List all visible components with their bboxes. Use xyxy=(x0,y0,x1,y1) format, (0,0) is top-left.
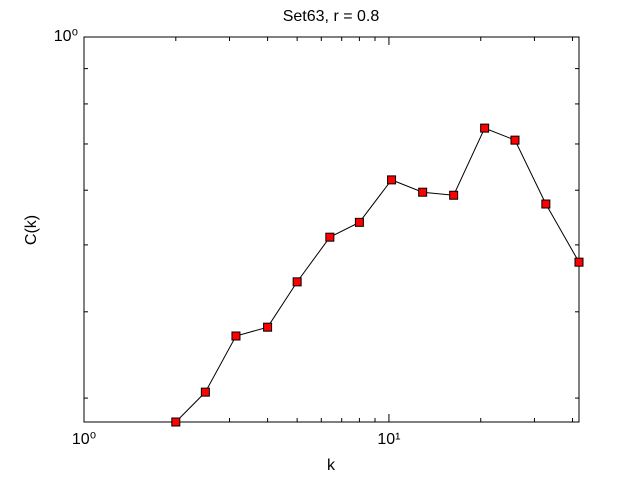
data-point xyxy=(263,322,273,332)
data-point xyxy=(292,277,302,287)
data-point xyxy=(325,232,335,242)
data-point xyxy=(171,417,181,427)
plot-area xyxy=(83,36,580,423)
data-point xyxy=(354,217,364,227)
data-point xyxy=(231,331,241,341)
data-point xyxy=(541,199,551,209)
data-point xyxy=(480,123,490,133)
y-tick-label: 10⁰ xyxy=(54,28,78,45)
data-point xyxy=(200,387,210,397)
chart-title: Set63, r = 0.8 xyxy=(283,8,380,25)
data-point xyxy=(387,175,397,185)
data-point xyxy=(418,187,428,197)
x-tick-label: 10⁰ xyxy=(72,431,96,448)
x-tick-label: 10¹ xyxy=(377,431,400,448)
y-axis-label: C(k) xyxy=(23,215,40,245)
data-point xyxy=(510,135,520,145)
data-point xyxy=(449,190,459,200)
data-line xyxy=(175,127,580,423)
data-point xyxy=(574,257,584,267)
x-axis-label: k xyxy=(327,457,336,474)
